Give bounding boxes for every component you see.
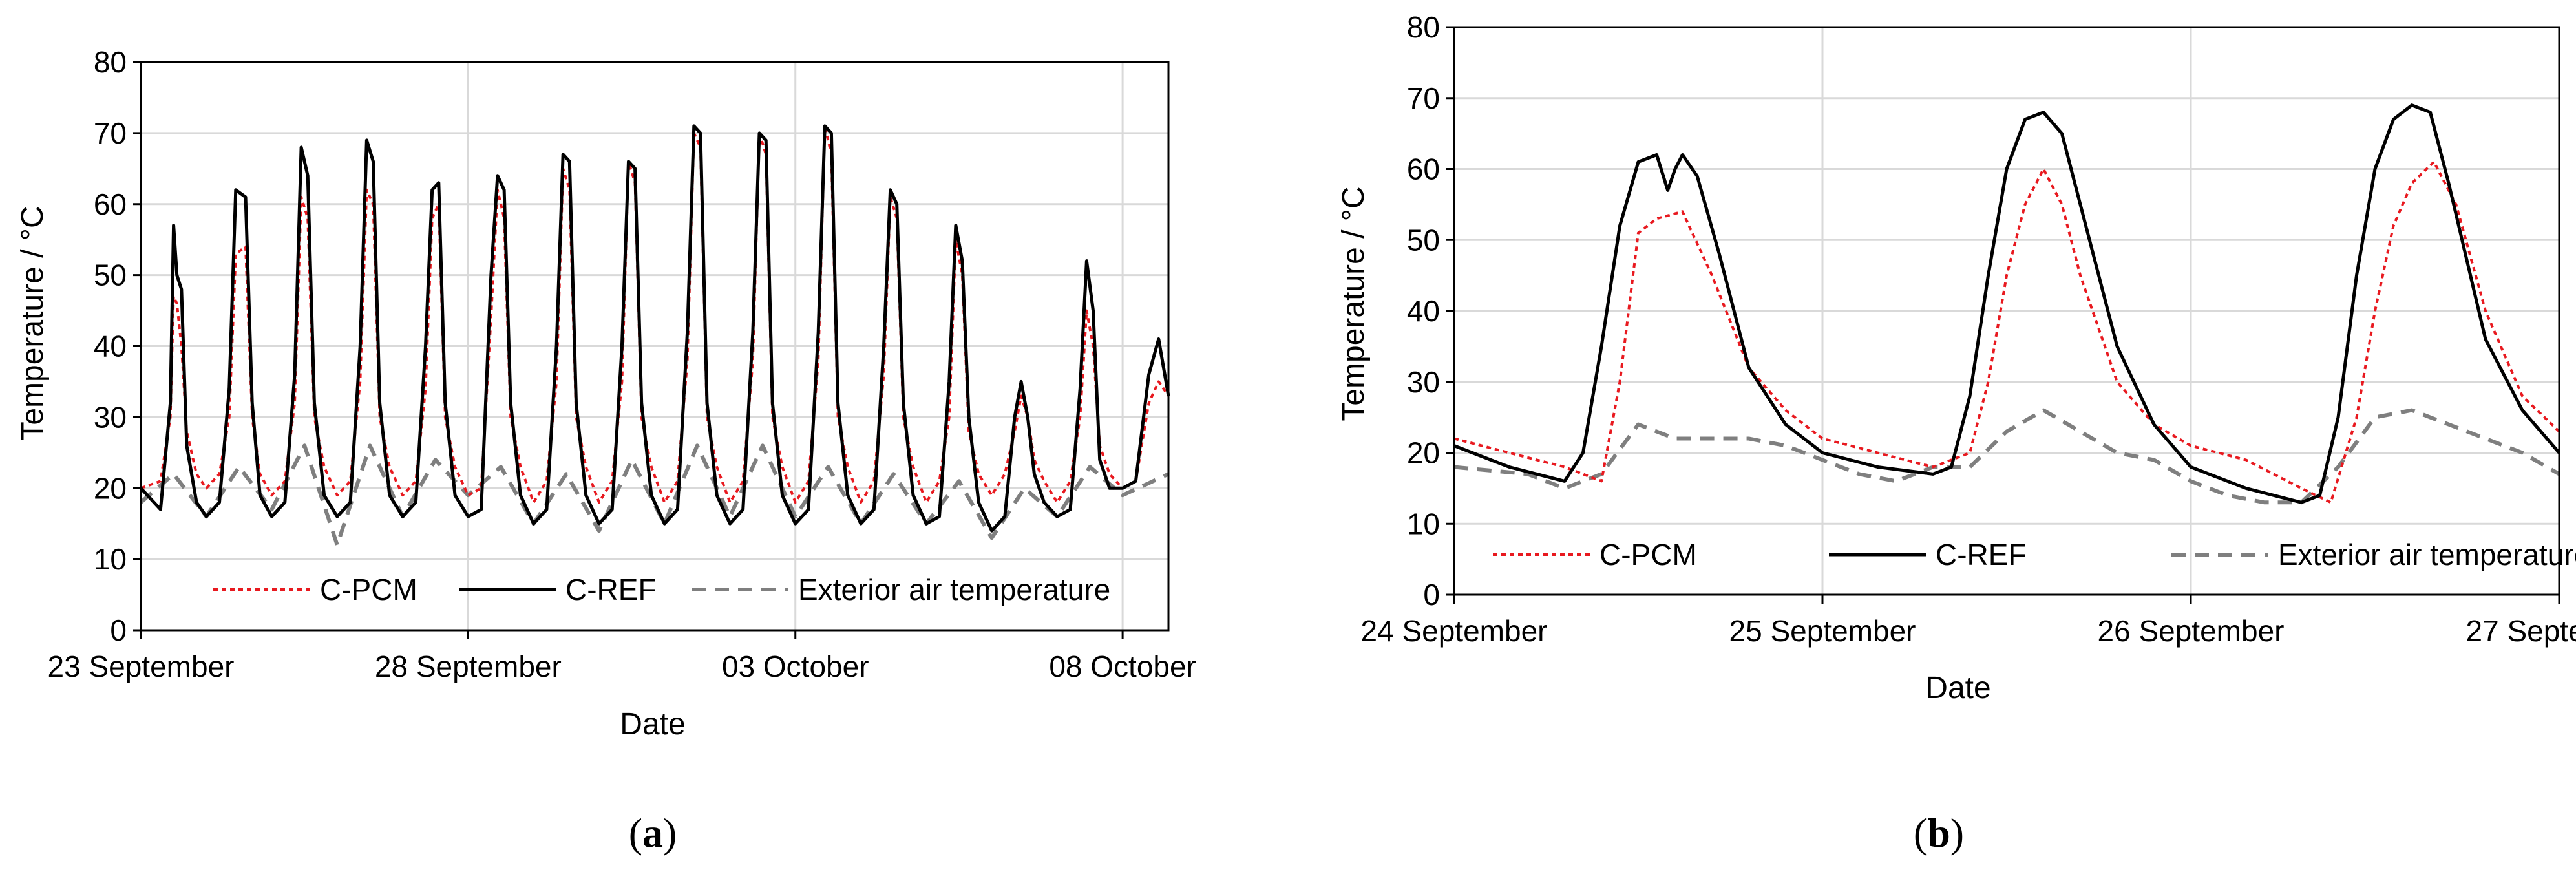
y-tick-label: 20 [1407,436,1440,470]
legend-label: Exterior air temperature [2278,538,2576,571]
panel-label-a: (a) [629,810,677,856]
y-tick-label: 10 [94,542,127,576]
x-tick-label: 26 September [2098,614,2285,648]
plot-frame [140,61,1170,632]
y-tick-label: 50 [1407,223,1440,257]
panel-label-b-letter: b [1927,810,1950,856]
x-tick-label: 08 October [1049,650,1196,683]
y-tick-label: 50 [94,259,127,292]
y-tick-label: 70 [94,116,127,150]
y-axis-title-a: Temperature / °C [16,206,50,440]
grid-b [1454,26,2559,595]
y-tick-label: 0 [110,613,127,647]
chart-panel-b: 0 10 20 30 40 50 60 70 80 24 September 25 Septembe… [1336,10,2576,856]
series-line-exterior-air-temperature [140,443,1170,548]
legend-label: C-PCM [1599,538,1697,571]
y-tick-label: 30 [1407,365,1440,399]
legend-label: C-PCM [320,573,417,606]
y-tick-label: 40 [1407,294,1440,328]
legend-label: Exterior air temperature [798,573,1110,606]
series-line-c-ref [1453,103,2560,504]
y-tick-label: 40 [94,330,127,363]
series-line-exterior-air-temperature [1453,408,2560,505]
x-tick-label: 24 September [1361,614,1548,648]
y-tick-label: 80 [1407,10,1440,44]
legend-b: C-PCM C-REF Exterior air temperature [1493,538,2576,571]
x-tick-label: 23 September [48,650,235,683]
series-line-c-ref [140,124,1170,533]
panel-label-a-letter: a [642,810,663,856]
legend-label: C-REF [1936,538,2027,571]
y-tick-label: 60 [94,187,127,221]
legend-label: C-REF [565,573,657,606]
plot-frame [1453,26,2560,596]
panel-label-b: (b) [1914,810,1964,856]
y-tick-label: 20 [94,471,127,505]
y-tick-label: 30 [94,400,127,434]
y-tick-label: 10 [1407,507,1440,540]
y-tick-label: 0 [1423,578,1440,611]
y-tick-label: 70 [1407,81,1440,115]
chart-panel-a: 0 10 20 30 40 50 60 70 80 23 September 28 Septembe… [16,45,1196,856]
y-tick-label: 80 [94,45,127,79]
y-axis-title-b: Temperature / °C [1336,186,1371,421]
series-line-c-pcm [1453,160,2560,504]
x-axis-title-a: Date [620,707,685,741]
series-layer-b [1453,103,2560,505]
y-tick-label: 60 [1407,153,1440,186]
axes-a: 0 10 20 30 40 50 60 70 80 23 September 28 Septembe… [48,45,1196,683]
x-axis-title-b: Date [1925,671,1990,705]
x-tick-label: 27 September [2466,614,2576,648]
x-tick-label: 25 September [1729,614,1916,648]
axes-b: 0 10 20 30 40 50 60 70 80 24 September 25 Septembe… [1361,10,2576,648]
x-tick-label: 28 September [375,650,562,683]
x-tick-label: 03 October [722,650,869,683]
series-layer-a [140,124,1170,548]
legend-a: C-PCM C-REF Exterior air temperature [213,573,1110,606]
